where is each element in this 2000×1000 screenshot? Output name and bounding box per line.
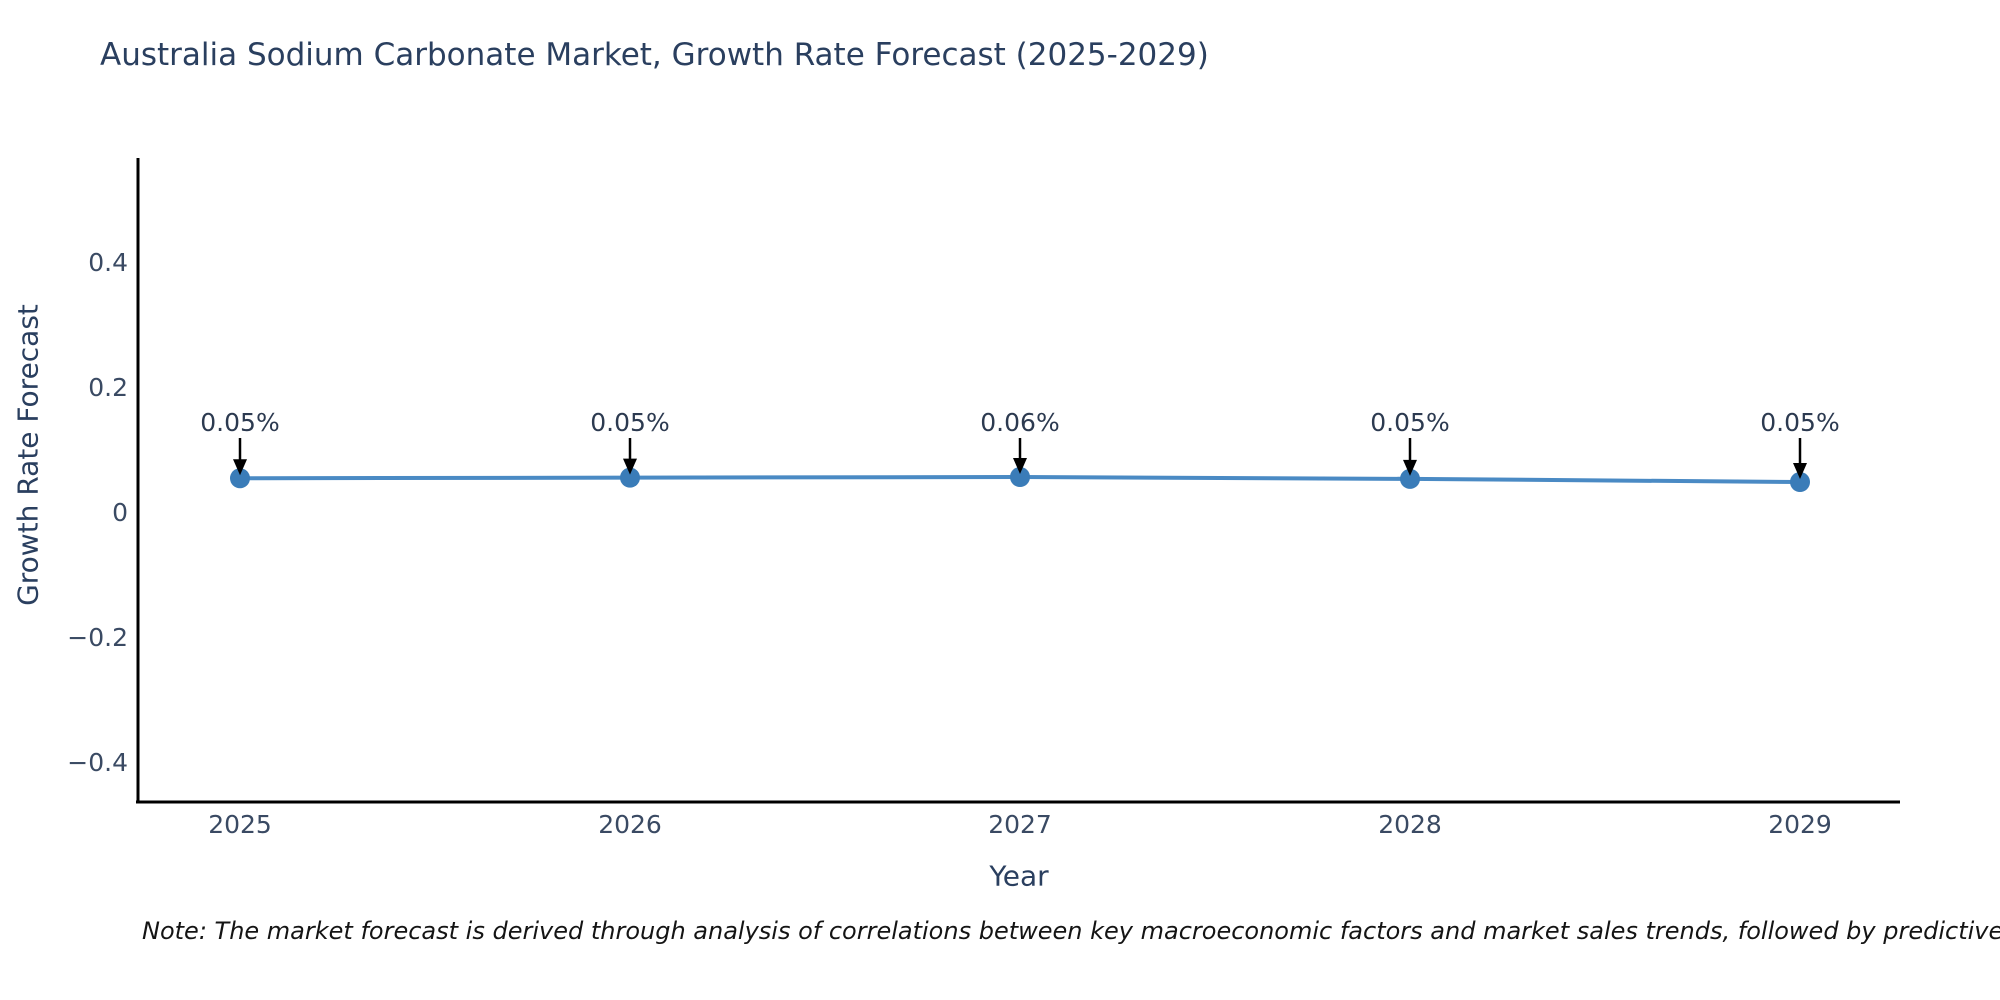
x-tick-label: 2027: [988, 810, 1052, 839]
annotation-arrow-head: [1013, 458, 1027, 474]
data-point-marker: [230, 468, 250, 489]
x-tick-label: 2029: [1768, 810, 1832, 839]
annotation-arrow-head: [623, 458, 637, 475]
y-tick-label: 0: [112, 498, 128, 527]
annotation-arrow-head: [233, 459, 247, 476]
point-value-annotation: 0.06%: [980, 408, 1059, 437]
x-tick-label: 2026: [598, 810, 662, 839]
point-value-annotation: 0.05%: [1760, 408, 1839, 437]
point-value-annotation: 0.05%: [590, 408, 669, 437]
data-point-marker: [1790, 472, 1810, 492]
data-point-marker: [620, 467, 640, 488]
annotation-arrow-head: [1793, 463, 1807, 479]
chart-title: Australia Sodium Carbonate Market, Growt…: [100, 37, 1209, 73]
y-tick-label: −0.2: [67, 623, 128, 652]
x-tick-label: 2025: [208, 810, 272, 839]
annotation-arrow-head: [1403, 459, 1417, 476]
y-tick-label: 0.4: [88, 248, 128, 277]
data-point-marker: [1400, 468, 1420, 489]
y-tick-label: 0.2: [88, 373, 128, 402]
x-tick-label: 2028: [1378, 810, 1442, 839]
point-value-annotation: 0.05%: [200, 408, 279, 437]
x-axis-label: Year: [989, 859, 1049, 893]
point-value-annotation: 0.05%: [1370, 408, 1449, 437]
y-tick-label: −0.4: [67, 748, 128, 777]
data-point-marker: [1010, 467, 1030, 487]
footnote-text: Note: The market forecast is derived thr…: [142, 917, 2000, 945]
